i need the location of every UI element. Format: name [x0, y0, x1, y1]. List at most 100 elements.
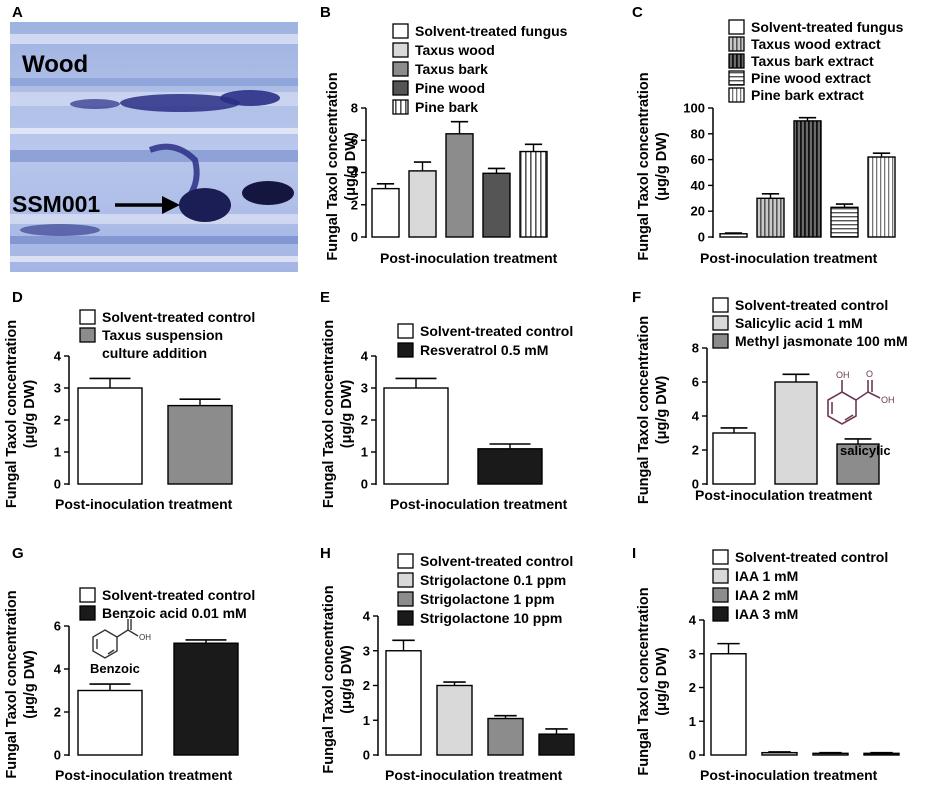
legend-label-b-2: Taxus wood [415, 42, 495, 58]
wood-label: Wood [22, 51, 88, 78]
legend-swatch-i-2 [712, 568, 729, 584]
legend-swatch-c-3 [728, 53, 745, 69]
y-axis-unit-h: (μg/g DW) [339, 645, 355, 714]
bar-c-5 [867, 156, 896, 238]
bar-e-2 [477, 448, 543, 485]
y-tick-label-f: 0 [692, 477, 699, 492]
y-tick-label-e: 3 [361, 381, 368, 396]
y-tick-label-h: 4 [363, 609, 371, 624]
legend-label-h-4: Strigolactone 10 ppm [420, 610, 562, 626]
y-tick-label-e: 0 [361, 477, 368, 492]
legend-swatch-g-2 [79, 605, 96, 621]
y-tick-label-i: 4 [689, 613, 697, 628]
y-tick-label-i: 1 [689, 714, 696, 729]
bar-i-2 [761, 751, 798, 756]
x-axis-title-i: Post-inoculation treatment [700, 767, 878, 783]
chart-panel-i: 0 1 2 3 4 Fungal Taxol concentration (μg/g DW)… [636, 549, 900, 783]
y-axis-unit-g: (μg/g DW) [22, 650, 38, 719]
y-axis-title-f: Fungal Taxol concentration [636, 316, 652, 504]
bar-e-1 [383, 387, 449, 485]
y-tick-label-f: 6 [692, 375, 699, 390]
bar-h-3 [487, 717, 524, 756]
legend-label-d-1: Solvent-treated control [102, 309, 255, 325]
legend-swatch-i-1 [712, 549, 729, 565]
fungal-hyphae [20, 90, 294, 236]
panel-label-c: C [632, 4, 643, 21]
y-tick-label-c: 40 [691, 178, 705, 193]
y-tick-label-b: 4 [351, 165, 359, 180]
y-tick-label-i: 3 [689, 646, 696, 661]
bar-c-4 [830, 206, 859, 238]
bar-b-1 [371, 187, 400, 238]
legend-label-cont-d-2: culture addition [102, 345, 207, 361]
y-axis-unit-d: (μg/g DW) [22, 380, 38, 449]
y-axis-title-i: Fungal Taxol concentration [636, 587, 652, 775]
legend-label-g-1: Solvent-treated control [102, 587, 255, 603]
panel-label-h: H [320, 545, 331, 562]
legend-label-b-3: Taxus bark [415, 61, 488, 77]
y-tick-label-h: 2 [363, 678, 370, 693]
legend-swatch-b-1 [392, 23, 409, 39]
y-tick-label-b: 8 [351, 101, 358, 116]
svg-text:OH: OH [881, 395, 895, 405]
strain-label: SSM001 [12, 191, 100, 217]
y-axis-title-b: Fungal Taxol concentration [325, 72, 341, 260]
bar-b-3 [445, 133, 474, 238]
y-tick-label-f: 2 [692, 443, 699, 458]
chart-panel-g: 0 2 4 6 Fungal Taxol concentration (μg/g DW) P… [4, 587, 255, 783]
legend-label-f-1: Solvent-treated control [735, 297, 888, 313]
legend-label-b-5: Pine bark [415, 99, 478, 115]
y-tick-label-f: 4 [692, 409, 700, 424]
bar-f-2 [774, 381, 818, 485]
bar-h-2 [436, 684, 473, 756]
legend-swatch-h-4 [397, 610, 414, 626]
legend-swatch-f-3 [712, 333, 729, 349]
bar-i-4 [863, 752, 900, 756]
legend-label-i-3: IAA 2 mM [735, 587, 798, 603]
bar-d-2 [167, 404, 233, 485]
legend-swatch-h-1 [397, 553, 414, 569]
legend-swatch-f-2 [712, 315, 729, 331]
chart-panel-e: 0 1 2 3 4 Fungal Taxol concentration (μg/g DW)… [321, 320, 573, 512]
benzoic-acid-structure: O OH [92, 610, 151, 659]
y-axis-title-h: Fungal Taxol concentration [321, 585, 337, 773]
y-tick-label-e: 2 [361, 413, 368, 428]
legend-swatch-f-1 [712, 297, 729, 313]
legend-swatch-h-3 [397, 591, 414, 607]
panel-label-b: B [320, 4, 331, 21]
bar-i-3 [812, 752, 849, 756]
x-axis-title-e: Post-inoculation treatment [390, 496, 568, 512]
legend-swatch-i-3 [712, 587, 729, 603]
y-axis-title-c: Fungal Taxol concentration [636, 72, 652, 260]
legend-swatch-i-4 [712, 606, 729, 622]
bar-b-4 [482, 172, 511, 238]
chart-panel-c: 0 20 40 60 80 100 Fungal Taxol concentration (μ… [636, 19, 904, 266]
y-tick-label-h: 0 [363, 748, 370, 763]
y-axis-title-g: Fungal Taxol concentration [4, 590, 20, 778]
y-tick-label-d: 0 [54, 477, 61, 492]
legend-swatch-b-4 [392, 80, 409, 96]
legend-label-e-1: Solvent-treated control [420, 323, 573, 339]
bar-b-5 [519, 150, 548, 238]
legend-swatch-d-2 [79, 327, 96, 343]
chart-panel-d: 0 1 2 3 4 Fungal Taxol concentration (μg/g DW)… [4, 309, 255, 512]
y-tick-label-h: 1 [363, 713, 370, 728]
y-tick-label-d: 2 [54, 413, 61, 428]
panel-label-d: D [12, 289, 23, 306]
y-tick-label-d: 4 [54, 349, 62, 364]
legend-swatch-c-5 [728, 87, 745, 103]
y-tick-label-c: 100 [683, 101, 705, 116]
y-tick-label-f: 8 [692, 341, 699, 356]
legend-label-c-3: Taxus bark extract [751, 53, 874, 69]
chart-panel-f: 0 2 4 6 8 Fungal Taxol concentration (μg/g DW)… [636, 297, 908, 504]
bar-d-1 [77, 387, 143, 485]
legend-label-b-1: Solvent-treated fungus [415, 23, 568, 39]
legend-label-c-5: Pine bark extract [751, 87, 864, 103]
y-tick-label-d: 3 [54, 381, 61, 396]
panel-label-a: A [12, 4, 23, 21]
legend-label-h-1: Solvent-treated control [420, 553, 573, 569]
bar-i-1 [710, 653, 747, 756]
legend-swatch-c-1 [728, 19, 745, 35]
